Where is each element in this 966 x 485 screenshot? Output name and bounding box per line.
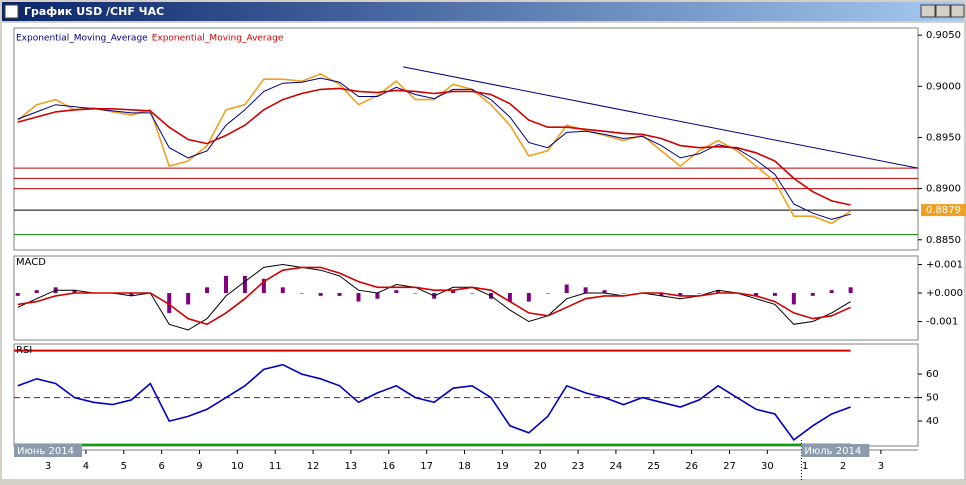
trend-line [403, 66, 919, 169]
histogram-bar [413, 293, 418, 294]
histogram-bar [318, 293, 323, 296]
histogram-bar [829, 290, 834, 294]
histogram-bar [697, 293, 702, 294]
x-tick-label: 4 [83, 461, 89, 472]
histogram-bar [356, 293, 361, 302]
legend-entry: Exponential_Moving_Average [16, 34, 148, 44]
histogram-bar [186, 293, 191, 305]
histogram-bar [15, 293, 20, 296]
x-tick-label: 20 [534, 461, 547, 472]
panel-frame [13, 343, 919, 447]
close-button[interactable] [950, 4, 965, 18]
histogram-bar [791, 293, 796, 305]
histogram-bar [470, 293, 475, 294]
legend-entry: Exponential_Moving_Average [152, 34, 284, 44]
series-line [17, 263, 851, 331]
y-tick-label: 0.8900 [926, 184, 961, 195]
period-label: Июль 2014 [804, 446, 861, 457]
y-tick-label: 0.8850 [926, 235, 961, 246]
x-tick-label: 3 [878, 461, 884, 472]
histogram-bar [753, 293, 758, 296]
histogram-bar [545, 293, 550, 294]
minimize-button[interactable] [920, 4, 936, 18]
histogram-bar [451, 290, 456, 294]
histogram-bar [394, 290, 399, 294]
x-tick-label: 6 [158, 461, 164, 472]
y-tick-label: 60 [926, 369, 939, 380]
y-tick-label: 0.9000 [926, 81, 961, 92]
current-price: 0.8879 [926, 205, 961, 216]
x-tick-label: 27 [723, 461, 736, 472]
x-tick-label: 11 [269, 461, 282, 472]
price-marker [921, 204, 966, 217]
histogram-bar [526, 293, 531, 302]
x-tick-label: 24 [610, 461, 623, 472]
histogram-bar [34, 290, 39, 294]
y-tick-label: 40 [926, 416, 939, 427]
period-label: Июнь 2014 [17, 446, 74, 457]
x-tick-label: 13 [345, 461, 358, 472]
window-icon [4, 4, 19, 19]
histogram-bar [772, 293, 777, 296]
chart-area [2, 23, 964, 479]
x-tick-label: 3 [45, 461, 51, 472]
x-tick-label: 26 [685, 461, 698, 472]
y-tick-label: 0.9050 [926, 30, 961, 41]
title-bar [2, 2, 964, 21]
x-tick-label: 30 [761, 461, 774, 472]
x-tick-label: 25 [647, 461, 660, 472]
x-tick-label: 18 [458, 461, 471, 472]
series-line [17, 73, 852, 225]
x-tick-label: 2 [840, 461, 846, 472]
x-tick-label: 17 [420, 461, 433, 472]
histogram-bar [129, 293, 134, 296]
y-tick-label: +0.000 [926, 288, 963, 299]
histogram-bar [716, 290, 721, 294]
y-tick-label: 0.8950 [926, 132, 961, 143]
histogram-bar [280, 287, 285, 294]
panel-title: MACD [16, 257, 46, 268]
x-tick-label: 12 [307, 461, 320, 472]
maximize-button[interactable] [935, 4, 951, 18]
x-tick-label: 9 [196, 461, 202, 472]
histogram-bar [337, 293, 342, 296]
series-line [17, 266, 851, 326]
period-box [801, 444, 870, 457]
series-line [17, 363, 851, 442]
x-tick-label: 10 [231, 461, 244, 472]
histogram-bar [678, 293, 683, 296]
histogram-bar [205, 287, 210, 294]
series-line [17, 87, 851, 206]
y-tick-label: +0.001 [926, 260, 963, 271]
x-tick-label: 1 [802, 461, 808, 472]
panel-frame [13, 255, 919, 341]
panel-title: RSI [16, 345, 32, 356]
histogram-bar [167, 293, 172, 313]
histogram-bar [621, 293, 626, 294]
histogram-bar [299, 293, 304, 294]
histogram-bar [375, 293, 380, 299]
x-tick-label: 5 [121, 461, 127, 472]
y-tick-label: 50 [926, 393, 939, 404]
histogram-bar [810, 293, 815, 296]
y-tick-label: -0.001 [926, 316, 958, 327]
histogram-bar [242, 275, 247, 294]
x-tick-label: 19 [496, 461, 509, 472]
period-box [14, 444, 82, 457]
histogram-bar [507, 293, 512, 302]
histogram-bar [564, 284, 569, 294]
histogram-bar [659, 293, 664, 296]
x-tick-label: 16 [382, 461, 395, 472]
x-tick-label: 23 [572, 461, 585, 472]
panel-frame [13, 27, 919, 251]
histogram-bar [583, 287, 588, 294]
histogram-bar [602, 290, 607, 294]
histogram-bar [223, 275, 228, 294]
histogram-bar [261, 278, 266, 294]
histogram-bar [848, 287, 853, 294]
window-title: График USD /CHF ЧАС [24, 5, 164, 18]
histogram-bar [72, 290, 77, 294]
